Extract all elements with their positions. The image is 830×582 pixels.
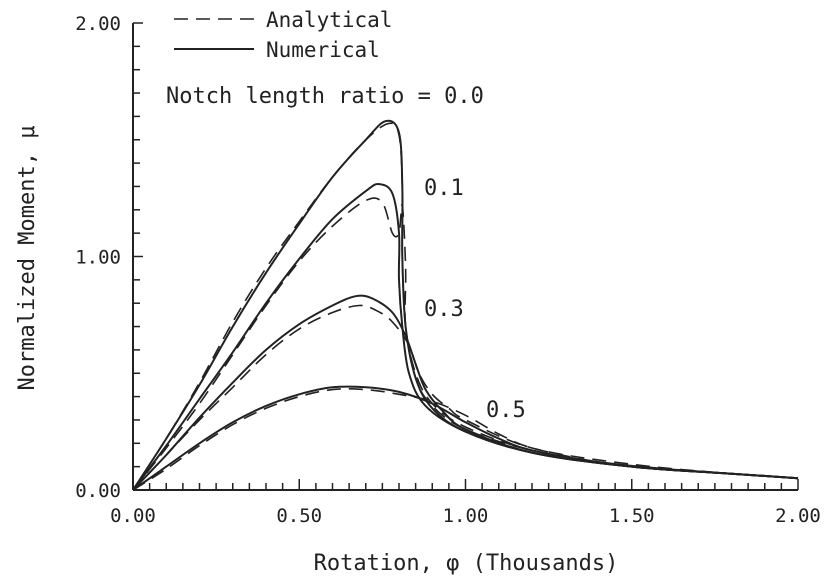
annotation-notch-ratio-0-0: Notch length ratio = 0.0: [166, 84, 484, 109]
ticks: [132, 22, 799, 491]
analytical-curve-0-5: [132, 388, 799, 491]
annotation-0-1: 0.1: [424, 176, 464, 201]
y-tick-label: 0.00: [75, 480, 121, 502]
x-tick-label: 2.00: [775, 505, 821, 527]
numerical-curve-0-0: [132, 119, 799, 491]
annotation-0-5: 0.5: [486, 398, 526, 423]
analytical-curve-0-1: [132, 197, 799, 491]
y-tick-label: 2.00: [75, 13, 121, 35]
analytical-curve-0-3: [132, 304, 799, 491]
y-tick-label: 1.00: [75, 247, 121, 269]
x-tick-label: 0.50: [276, 505, 322, 527]
x-tick-label: 0.00: [110, 505, 156, 527]
annotation-0-3: 0.3: [424, 297, 464, 322]
legend-label-analytical: Analytical: [266, 8, 392, 32]
numerical-curve-0-3: [132, 294, 799, 491]
curves: [132, 119, 799, 491]
tick-labels: 0.00 0.50 1.00 1.50 2.00 0.00 1.00 2.00: [75, 13, 821, 527]
x-axis-title: Rotation, φ (Thousands): [314, 551, 619, 576]
x-tick-label: 1.50: [609, 505, 655, 527]
x-tick-label: 1.00: [443, 505, 489, 527]
numerical-curve-0-5: [132, 385, 799, 491]
y-axis-title: Normalized Moment, μ: [15, 126, 40, 391]
numerical-curve-0-1: [132, 183, 799, 491]
legend: Analytical Numerical: [174, 8, 392, 62]
legend-label-numerical: Numerical: [266, 38, 380, 62]
analytical-curve-0-0: [132, 122, 799, 491]
